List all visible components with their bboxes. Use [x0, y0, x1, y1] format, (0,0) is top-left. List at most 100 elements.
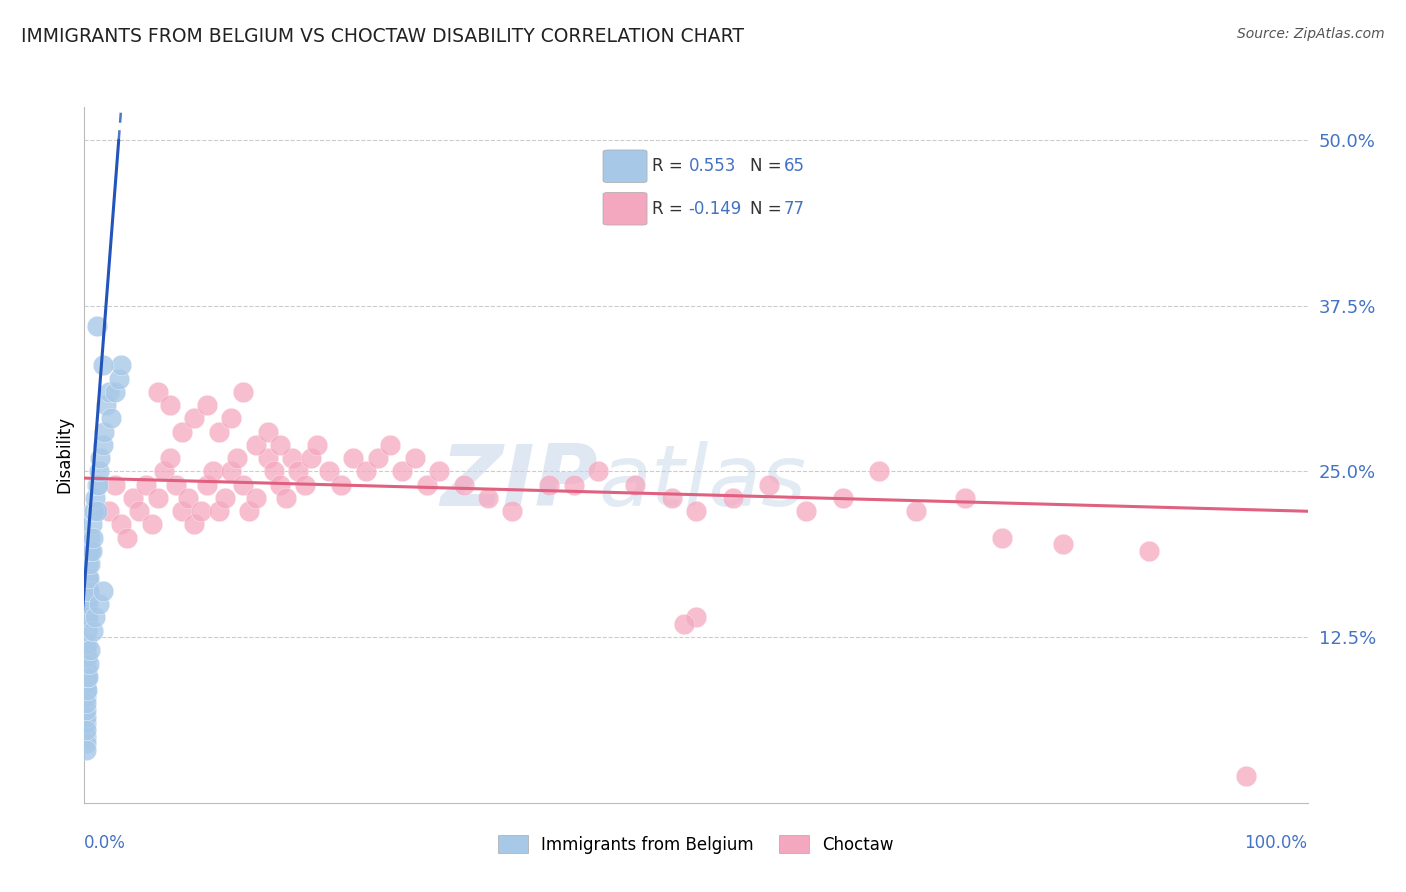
Point: [257, 451, 280, 466]
FancyBboxPatch shape: [603, 193, 647, 225]
Point: [76, 610, 98, 624]
Point: [201, 465, 224, 479]
Point: [226, 451, 249, 466]
Point: [831, 491, 853, 505]
Point: [391, 465, 413, 479]
Point: [342, 451, 364, 466]
Point: [624, 477, 647, 491]
Point: [208, 425, 231, 439]
Point: [1234, 769, 1257, 783]
Text: 77: 77: [785, 200, 806, 218]
Point: [427, 465, 450, 479]
Point: [245, 491, 267, 505]
Point: [82, 624, 104, 638]
Point: [281, 451, 304, 466]
Y-axis label: Disability: Disability: [55, 417, 73, 493]
Point: [76, 583, 98, 598]
Point: [172, 504, 194, 518]
Point: [232, 384, 254, 399]
Text: atlas: atlas: [598, 442, 806, 524]
Text: N =: N =: [749, 157, 782, 175]
Point: [219, 411, 242, 425]
Point: [89, 451, 111, 466]
Point: [77, 570, 100, 584]
Point: [77, 670, 100, 684]
Point: [661, 491, 683, 505]
Point: [77, 583, 100, 598]
Point: [76, 670, 98, 684]
Point: [214, 491, 236, 505]
Point: [75, 663, 97, 677]
Text: 0.553: 0.553: [689, 157, 735, 175]
Text: R =: R =: [652, 200, 683, 218]
Point: [77, 610, 100, 624]
Point: [263, 465, 285, 479]
Point: [77, 558, 100, 572]
Point: [159, 398, 181, 412]
Point: [86, 318, 108, 333]
Point: [672, 616, 695, 631]
Point: [276, 491, 298, 505]
Point: [97, 384, 120, 399]
Point: [501, 504, 523, 518]
Point: [269, 438, 291, 452]
Point: [76, 570, 98, 584]
Point: [79, 558, 101, 572]
Point: [76, 597, 98, 611]
Point: [257, 425, 280, 439]
Point: [128, 504, 150, 518]
Point: [380, 438, 402, 452]
Point: [79, 643, 101, 657]
Point: [76, 624, 98, 638]
Point: [86, 504, 108, 518]
Point: [165, 477, 187, 491]
Point: [245, 438, 267, 452]
Point: [208, 504, 231, 518]
Point: [96, 398, 118, 412]
Point: [75, 736, 97, 750]
Point: [77, 570, 100, 584]
Point: [82, 531, 104, 545]
Point: [86, 477, 108, 491]
Point: [183, 517, 205, 532]
Point: [91, 438, 114, 452]
Point: [87, 597, 110, 611]
Point: [83, 504, 105, 518]
Point: [721, 491, 744, 505]
Point: [195, 398, 218, 412]
Point: [75, 723, 97, 737]
Point: [100, 411, 122, 425]
Point: [75, 716, 97, 731]
Point: [141, 517, 163, 532]
Point: [330, 477, 353, 491]
Point: [159, 451, 181, 466]
Point: [76, 683, 98, 698]
Text: IMMIGRANTS FROM BELGIUM VS CHOCTAW DISABILITY CORRELATION CHART: IMMIGRANTS FROM BELGIUM VS CHOCTAW DISAB…: [21, 27, 744, 45]
Point: [195, 477, 218, 491]
Point: [75, 657, 97, 671]
Point: [76, 663, 98, 677]
Point: [115, 531, 138, 545]
Point: [869, 465, 891, 479]
Text: 0.0%: 0.0%: [84, 834, 127, 852]
Point: [990, 531, 1012, 545]
Point: [91, 359, 114, 373]
Point: [75, 670, 97, 684]
Point: [135, 477, 157, 491]
Point: [953, 491, 976, 505]
FancyBboxPatch shape: [603, 150, 647, 183]
Point: [77, 597, 100, 611]
Point: [75, 697, 97, 711]
Point: [177, 491, 200, 505]
Point: [232, 477, 254, 491]
Text: R =: R =: [652, 157, 683, 175]
Point: [562, 477, 585, 491]
Point: [758, 477, 780, 491]
Point: [80, 544, 103, 558]
Point: [75, 730, 97, 744]
Point: [190, 504, 212, 518]
Point: [477, 491, 499, 505]
Point: [84, 610, 107, 624]
Point: [238, 504, 260, 518]
Point: [76, 650, 98, 665]
